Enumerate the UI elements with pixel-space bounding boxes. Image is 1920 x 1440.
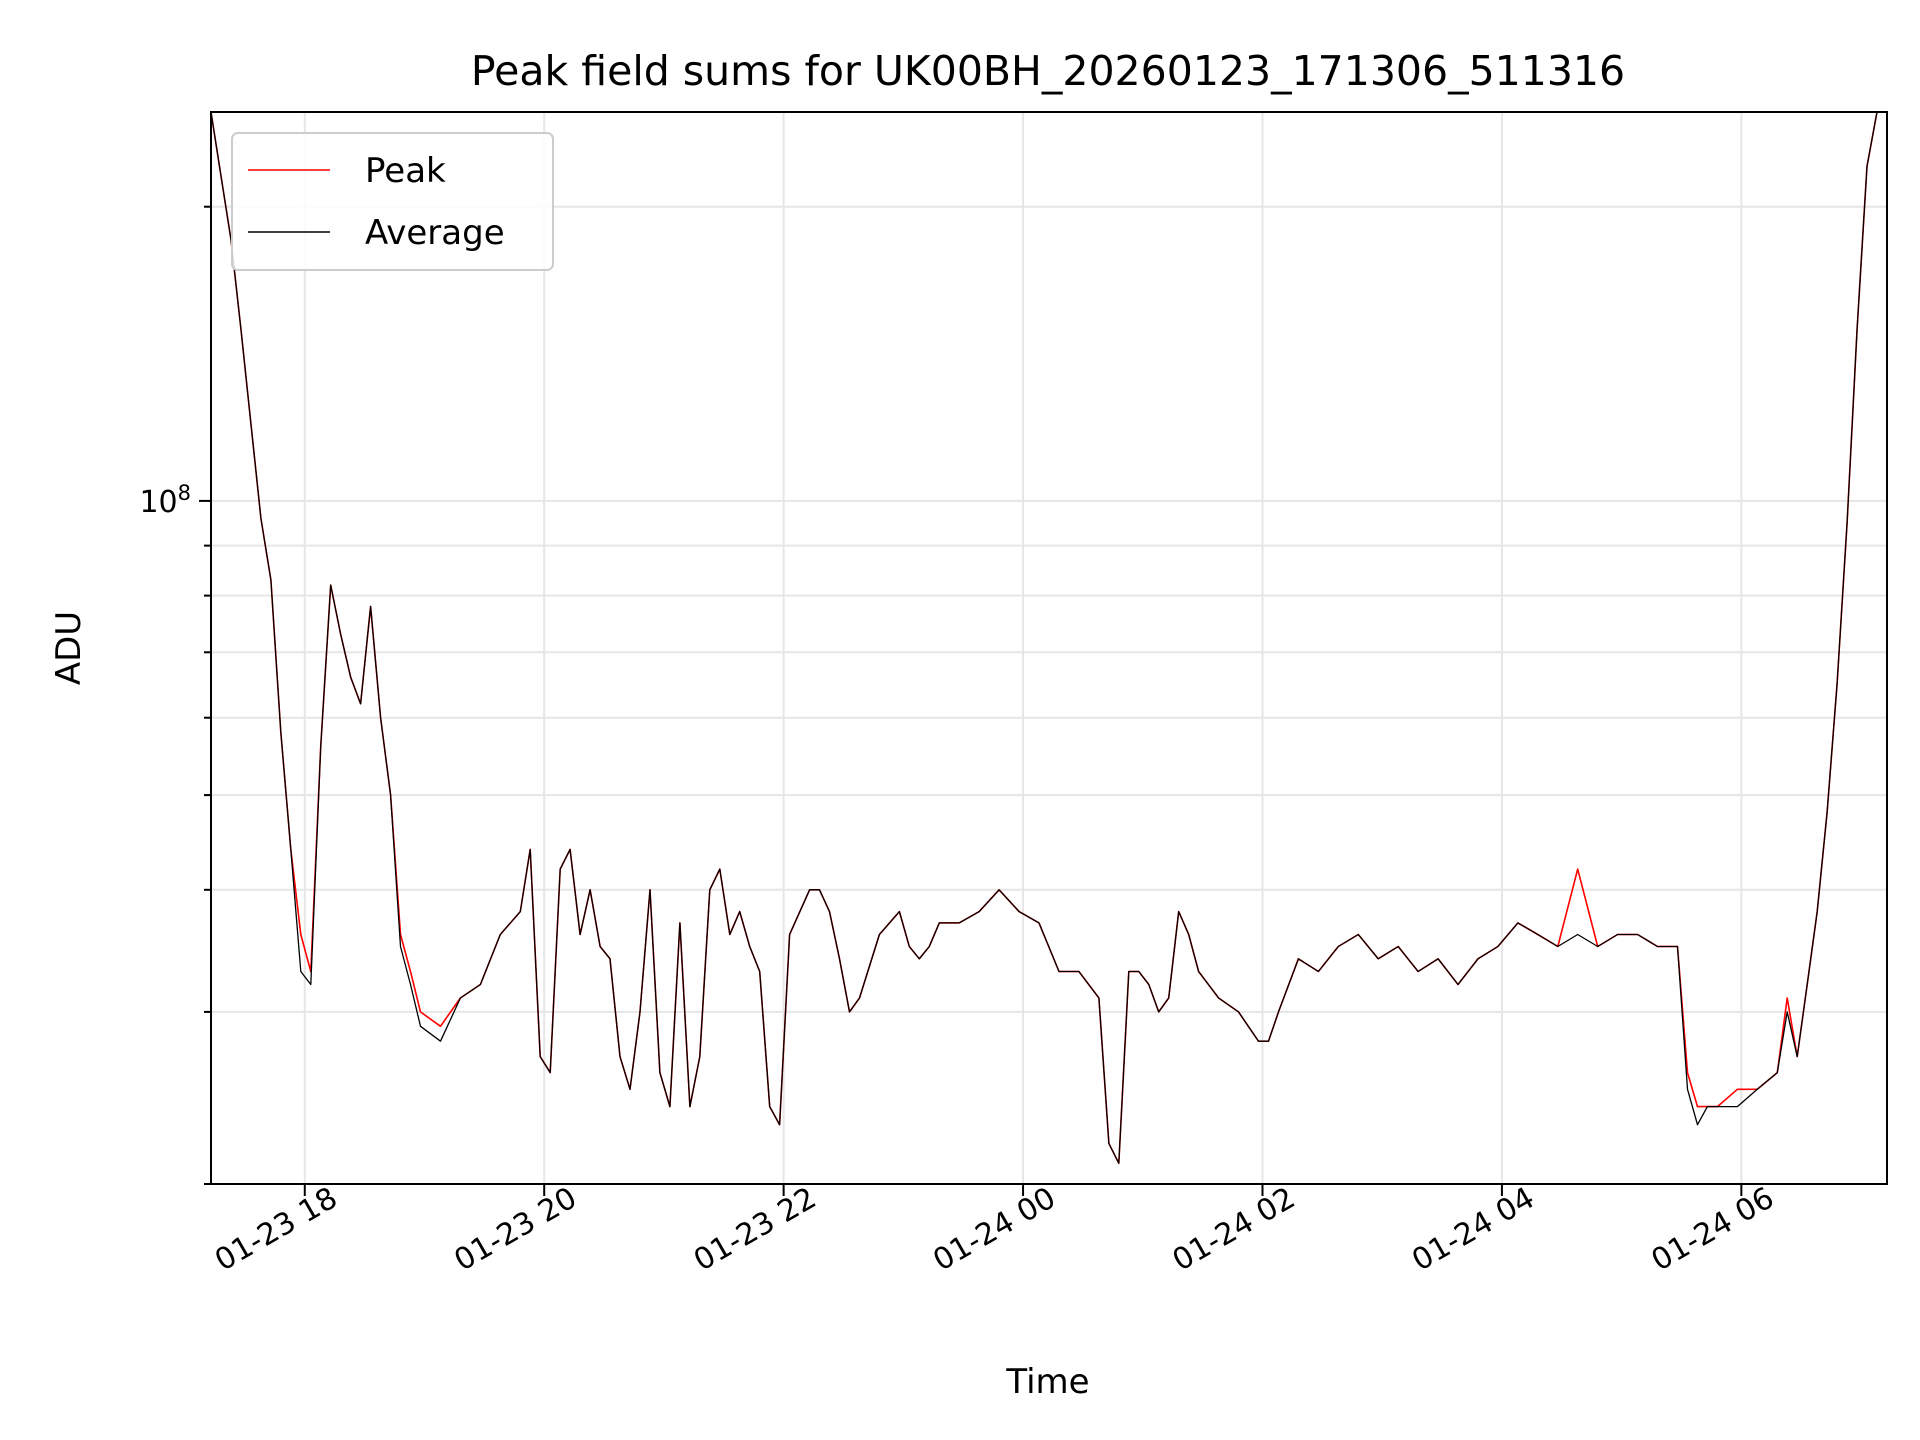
legend: Peak Average [231,132,554,271]
legend-label-average: Average [365,213,505,253]
series-line-average [211,112,1878,1164]
legend-label-peak: Peak [365,151,446,191]
y-tick-label: 108 [139,481,191,520]
legend-box [231,132,554,271]
y-axis-label: ADU [49,611,89,685]
plot-frame [210,111,1888,1185]
series-lines [211,112,1878,1165]
x-axis-label: Time [1005,1362,1089,1402]
chart-title: Peak field sums for UK00BH_20260123_1713… [471,47,1625,95]
